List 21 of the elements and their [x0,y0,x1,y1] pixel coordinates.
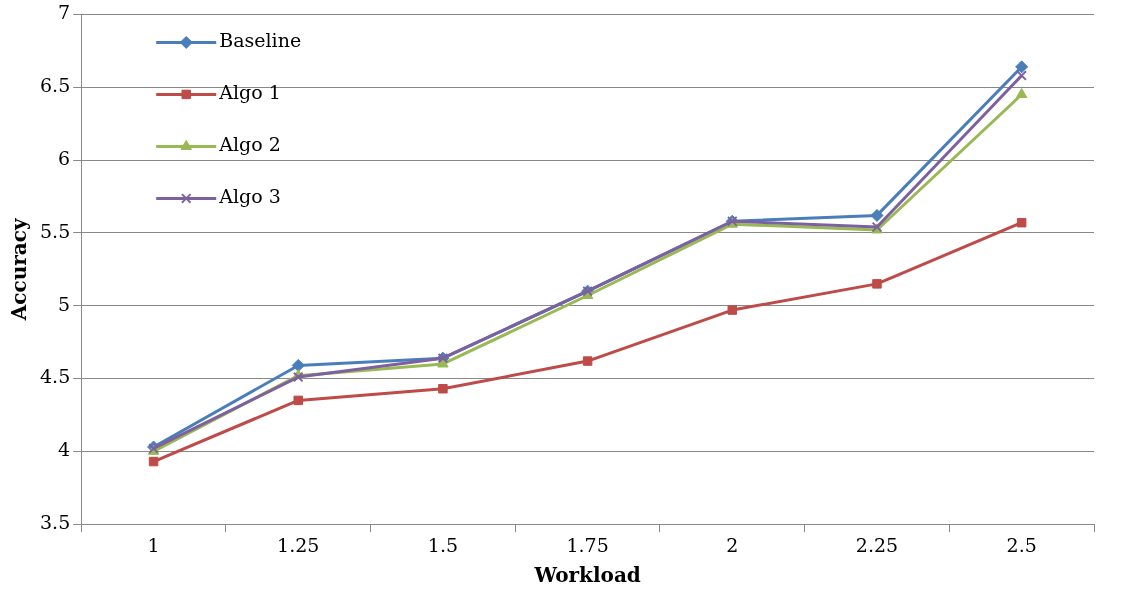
x-tick-label: 1 [147,533,160,556]
y-tick-label: 6 [58,146,71,169]
legend-label: Baseline [219,29,302,52]
x-tick-label: 1.75 [566,533,609,556]
x-tick-label: 1.25 [277,533,320,556]
y-tick-label: 5.5 [40,219,71,242]
x-tick-label: 2.5 [1006,533,1037,556]
legend-label: Algo 2 [218,133,281,156]
y-tick-label: 4.5 [40,365,71,388]
x-tick-label: 2 [726,533,739,556]
y-tick-label: 6.5 [40,74,71,97]
legend-label: Algo 3 [218,185,281,208]
y-tick-label: 7 [58,1,71,24]
y-tick-label: 3.5 [40,511,71,534]
x-tick-label: 2.25 [855,533,899,556]
x-tick-label: 1.5 [427,533,459,556]
legend-label: Algo 1 [218,81,281,104]
y-tick-label: 4 [58,438,71,461]
y-tick-label: 5 [58,292,71,315]
x-axis-title: Workload [533,563,641,588]
y-axis-title: Accuracy [7,217,32,322]
